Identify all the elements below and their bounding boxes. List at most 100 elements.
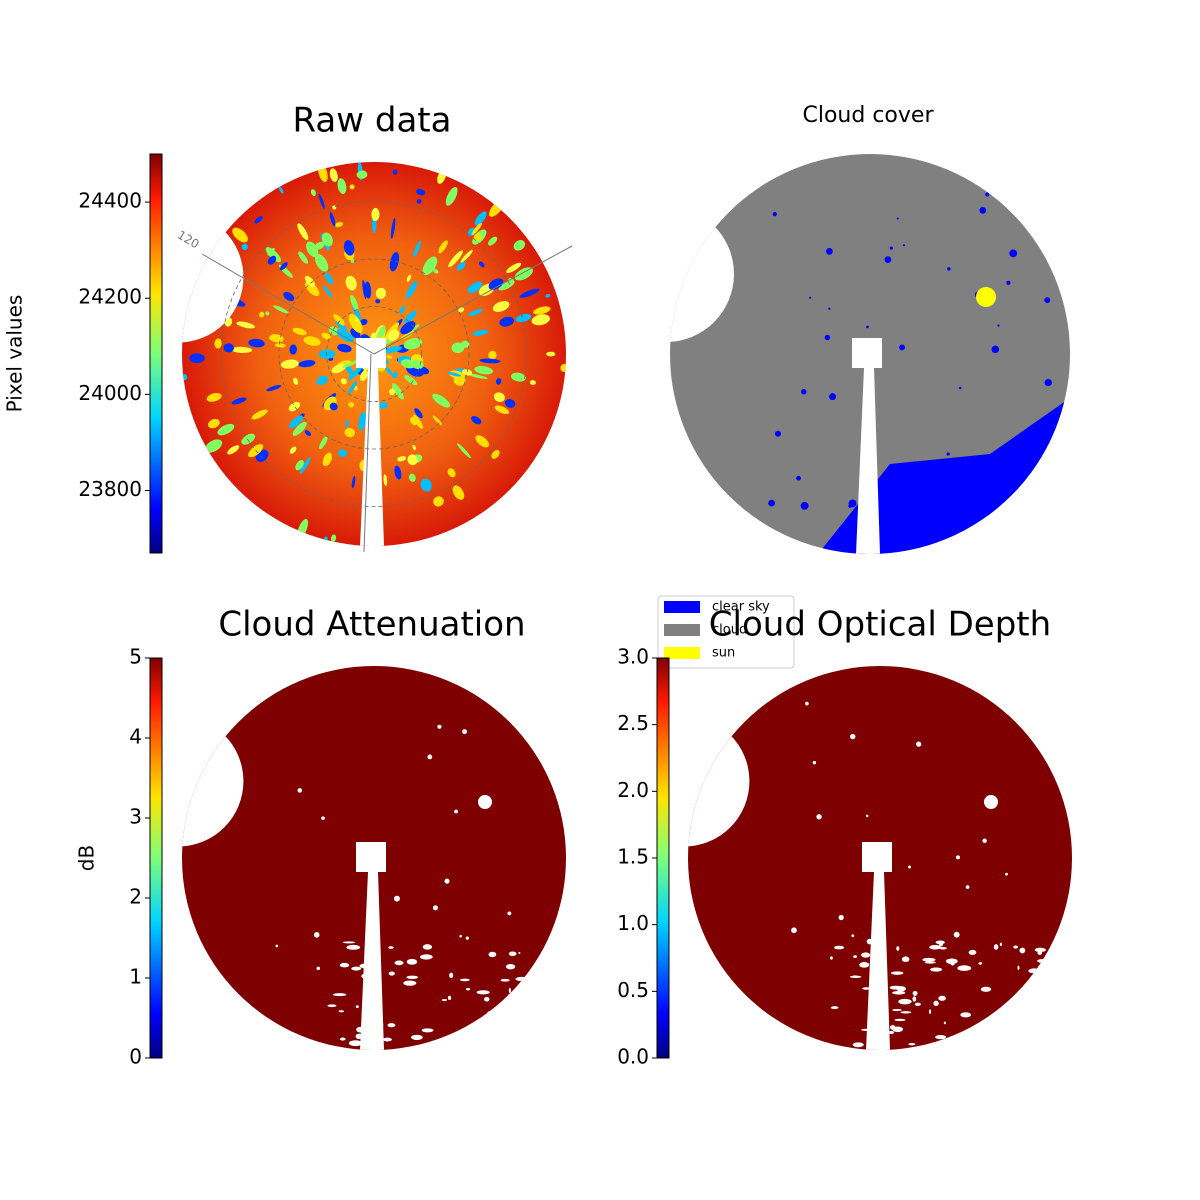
- texture: [217, 423, 235, 436]
- texture: [432, 415, 443, 426]
- texture: [343, 240, 355, 256]
- gap: [571, 898, 574, 901]
- texture: [432, 393, 451, 408]
- gap: [508, 1017, 517, 1022]
- legend-label: clear sky: [712, 600, 770, 615]
- colorbar-tick-label: 2.0: [617, 778, 649, 802]
- colorbar-tick-label: 0.5: [617, 978, 649, 1002]
- texture: [279, 262, 288, 271]
- gap: [959, 1052, 967, 1058]
- gap: [507, 993, 521, 997]
- gap: [342, 941, 356, 944]
- gap: [933, 1000, 939, 1007]
- texture: [504, 399, 516, 408]
- texture: [533, 306, 551, 315]
- texture: [438, 240, 448, 254]
- gap: [1052, 994, 1057, 997]
- texture: [479, 261, 485, 268]
- gap: [546, 1036, 552, 1043]
- gap: [894, 1018, 906, 1022]
- gap: [816, 814, 822, 820]
- texture: [204, 439, 223, 453]
- panel-title: Cloud Optical Depth: [709, 605, 1051, 645]
- texture: [241, 243, 248, 251]
- clear-patch: [980, 487, 985, 493]
- clear-patch: [986, 510, 995, 518]
- texture: [214, 338, 222, 349]
- gap: [929, 944, 941, 950]
- texture: [416, 188, 426, 196]
- texture: [348, 366, 363, 381]
- gap: [505, 964, 516, 970]
- texture: [189, 353, 205, 364]
- texture: [515, 313, 532, 323]
- gap: [517, 1044, 527, 1050]
- gap: [487, 1011, 493, 1015]
- gap: [543, 973, 553, 980]
- sky-image: [670, 154, 1070, 554]
- texture: [267, 247, 275, 256]
- gap: [912, 996, 917, 1002]
- texture: [511, 372, 526, 382]
- texture: [344, 427, 355, 438]
- texture: [208, 418, 220, 429]
- texture: [248, 338, 265, 348]
- gap: [465, 988, 471, 991]
- texture: [322, 452, 333, 467]
- gap: [862, 987, 871, 990]
- texture: [333, 314, 345, 326]
- polar-axis: [201, 253, 375, 355]
- texture: [493, 392, 505, 402]
- shadow-band-mask: [866, 872, 890, 1050]
- colorbar-tick-label: 23800: [78, 477, 142, 501]
- gap: [507, 1020, 513, 1026]
- clear-patch: [946, 452, 950, 456]
- gap: [388, 971, 395, 976]
- gap: [851, 934, 855, 938]
- colorbar-tick-label: 0: [129, 1045, 142, 1069]
- texture: [499, 316, 515, 327]
- gap: [945, 958, 958, 965]
- gap: [1037, 958, 1050, 964]
- clear-patch: [889, 246, 893, 250]
- texture: [392, 169, 398, 175]
- gap: [449, 972, 454, 979]
- texture: [495, 378, 502, 385]
- texture: [318, 193, 325, 209]
- texture: [471, 223, 482, 235]
- texture: [289, 446, 297, 454]
- gap: [488, 951, 497, 958]
- texture: [336, 329, 355, 343]
- texture: [329, 402, 338, 411]
- gap: [355, 1033, 363, 1040]
- gap: [1040, 1000, 1054, 1006]
- gap: [508, 988, 511, 994]
- clear-patch: [866, 325, 869, 329]
- gap: [989, 1034, 998, 1037]
- gap: [506, 1029, 509, 1032]
- texture: [461, 369, 473, 376]
- gap: [393, 895, 400, 902]
- texture: [384, 366, 393, 376]
- texture: [445, 186, 458, 206]
- texture: [447, 371, 462, 377]
- clear-patch: [1020, 475, 1028, 483]
- sun-mask: [478, 795, 492, 809]
- gap: [313, 932, 320, 938]
- texture: [292, 377, 299, 385]
- texture: [266, 384, 282, 392]
- gap: [957, 965, 972, 971]
- gap: [912, 990, 918, 996]
- texture: [321, 232, 333, 247]
- texture: [236, 321, 255, 329]
- clear-patch: [1007, 496, 1011, 499]
- texture: [360, 370, 368, 381]
- texture: [408, 473, 416, 482]
- gap: [830, 1006, 839, 1010]
- texture: [506, 262, 522, 273]
- clear-patch: [775, 430, 782, 437]
- gap: [1005, 872, 1008, 876]
- gap: [332, 993, 347, 997]
- gap: [348, 1040, 363, 1047]
- polar-label: 120: [175, 228, 202, 252]
